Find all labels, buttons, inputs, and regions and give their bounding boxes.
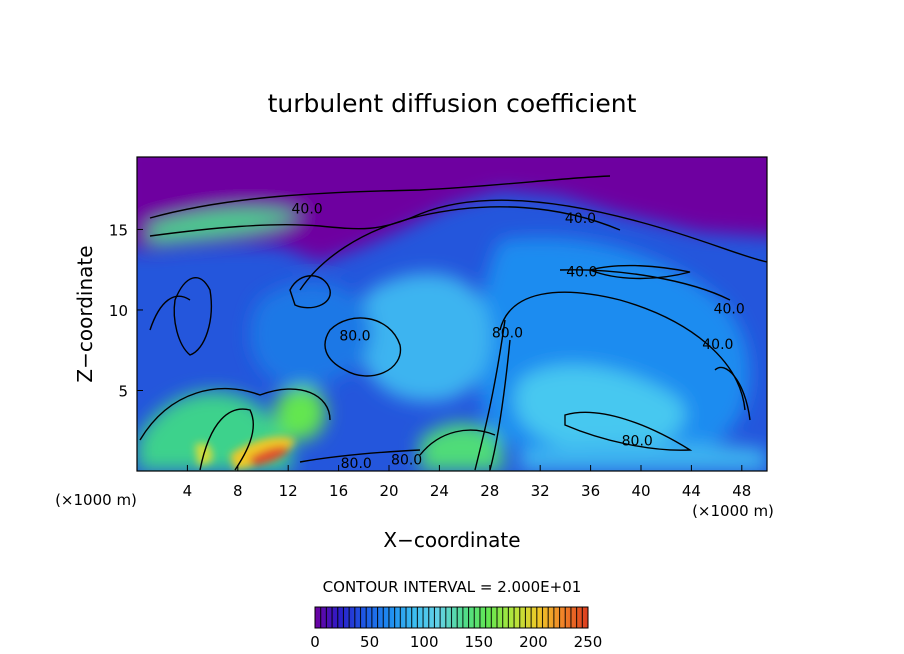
upper-left-green-band bbox=[150, 209, 300, 242]
contour-line bbox=[149, 175, 611, 219]
contour-interval: CONTOUR INTERVAL = 2.000E+01 bbox=[323, 578, 582, 596]
colorbar-tick-label: 250 bbox=[574, 633, 603, 651]
contour-line bbox=[149, 295, 191, 331]
surface-hot-spot-peak bbox=[250, 446, 290, 466]
colorbar-tick-label: 200 bbox=[519, 633, 548, 651]
x-tick-label: 36 bbox=[581, 482, 600, 500]
updraft-green-region bbox=[274, 386, 326, 441]
x-tick-label: 24 bbox=[430, 482, 449, 500]
x-tick-label: 12 bbox=[279, 482, 298, 500]
x-tick-label: 44 bbox=[682, 482, 701, 500]
x-axis: 4 8 12 16 20 24 28 32 36 40 44 48 bbox=[183, 465, 751, 500]
contour-line bbox=[564, 411, 693, 451]
contour-label: 40.0 bbox=[702, 337, 733, 353]
contour-line bbox=[489, 339, 511, 471]
contour-line bbox=[499, 291, 746, 411]
y-tick-label: 15 bbox=[109, 221, 128, 239]
contour-line bbox=[324, 317, 402, 377]
contour-label: 40.0 bbox=[566, 264, 597, 280]
colorbar: 0 50 100 150 200 250 bbox=[310, 606, 603, 651]
colorbar-tick-label: 50 bbox=[360, 633, 379, 651]
contour-line bbox=[299, 449, 421, 463]
contour-label: 80.0 bbox=[341, 456, 372, 472]
contour-line bbox=[474, 319, 506, 471]
contour-lines bbox=[139, 175, 767, 471]
x-tick-label: 8 bbox=[233, 482, 243, 500]
colorbar-frame bbox=[314, 606, 589, 629]
x-unit-left: (×1000 m) bbox=[55, 491, 137, 509]
contour-label: 40.0 bbox=[714, 301, 745, 317]
contour-line bbox=[149, 199, 767, 263]
plot-frame bbox=[136, 156, 768, 472]
colorbar-tick-label: 0 bbox=[310, 633, 320, 651]
x-tick-label: 16 bbox=[329, 482, 348, 500]
contour-labels: 40.0 40.0 40.0 40.0 40.0 80.0 80.0 80.0 80.0 80.0 bbox=[292, 202, 745, 472]
bottom-right-cyan-strip bbox=[520, 442, 767, 471]
x-unit-right: (×1000 m) bbox=[692, 502, 774, 520]
contour-label: 80.0 bbox=[339, 329, 370, 345]
contour-line bbox=[289, 275, 331, 309]
central-eddy-region bbox=[250, 282, 372, 386]
contour-line bbox=[199, 408, 254, 471]
plot-area: 40.0 40.0 40.0 40.0 40.0 80.0 80.0 80.0 80.0 80.0 bbox=[137, 157, 767, 472]
eddy-core-light-region bbox=[514, 365, 686, 450]
x-tick-label: 20 bbox=[379, 482, 398, 500]
contour-line bbox=[714, 366, 751, 421]
contour-line bbox=[587, 264, 691, 280]
contour-label: 80.0 bbox=[391, 453, 422, 469]
y-tick-label: 5 bbox=[118, 382, 128, 400]
chart-title: turbulent diffusion coefficient bbox=[268, 89, 637, 118]
contour-line bbox=[559, 269, 731, 301]
contour-line bbox=[299, 206, 621, 291]
x-axis-label: X−coordinate bbox=[383, 528, 520, 552]
contour-label: 40.0 bbox=[565, 211, 596, 227]
contour-label: 40.0 bbox=[292, 202, 323, 218]
x-tick-label: 40 bbox=[631, 482, 650, 500]
field-hot-spots bbox=[195, 436, 295, 470]
contour-line bbox=[419, 429, 496, 456]
colorbar-tick-label: 100 bbox=[410, 633, 439, 651]
y-axis-label: Z−coordinate bbox=[73, 245, 97, 382]
contour-label: 80.0 bbox=[492, 326, 523, 342]
contour-line bbox=[173, 277, 212, 356]
upper-stratosphere-region bbox=[137, 157, 767, 262]
x-tick-label: 4 bbox=[183, 482, 193, 500]
y-tick-label: 10 bbox=[109, 302, 128, 320]
y-axis: 5 10 15 bbox=[109, 221, 143, 400]
contour-line bbox=[139, 387, 331, 441]
x-tick-label: 32 bbox=[531, 482, 550, 500]
contour-label: 80.0 bbox=[622, 433, 653, 449]
colorbar-tick-label: 150 bbox=[464, 633, 493, 651]
x-tick-label: 48 bbox=[732, 482, 751, 500]
x-tick-label: 28 bbox=[480, 482, 499, 500]
